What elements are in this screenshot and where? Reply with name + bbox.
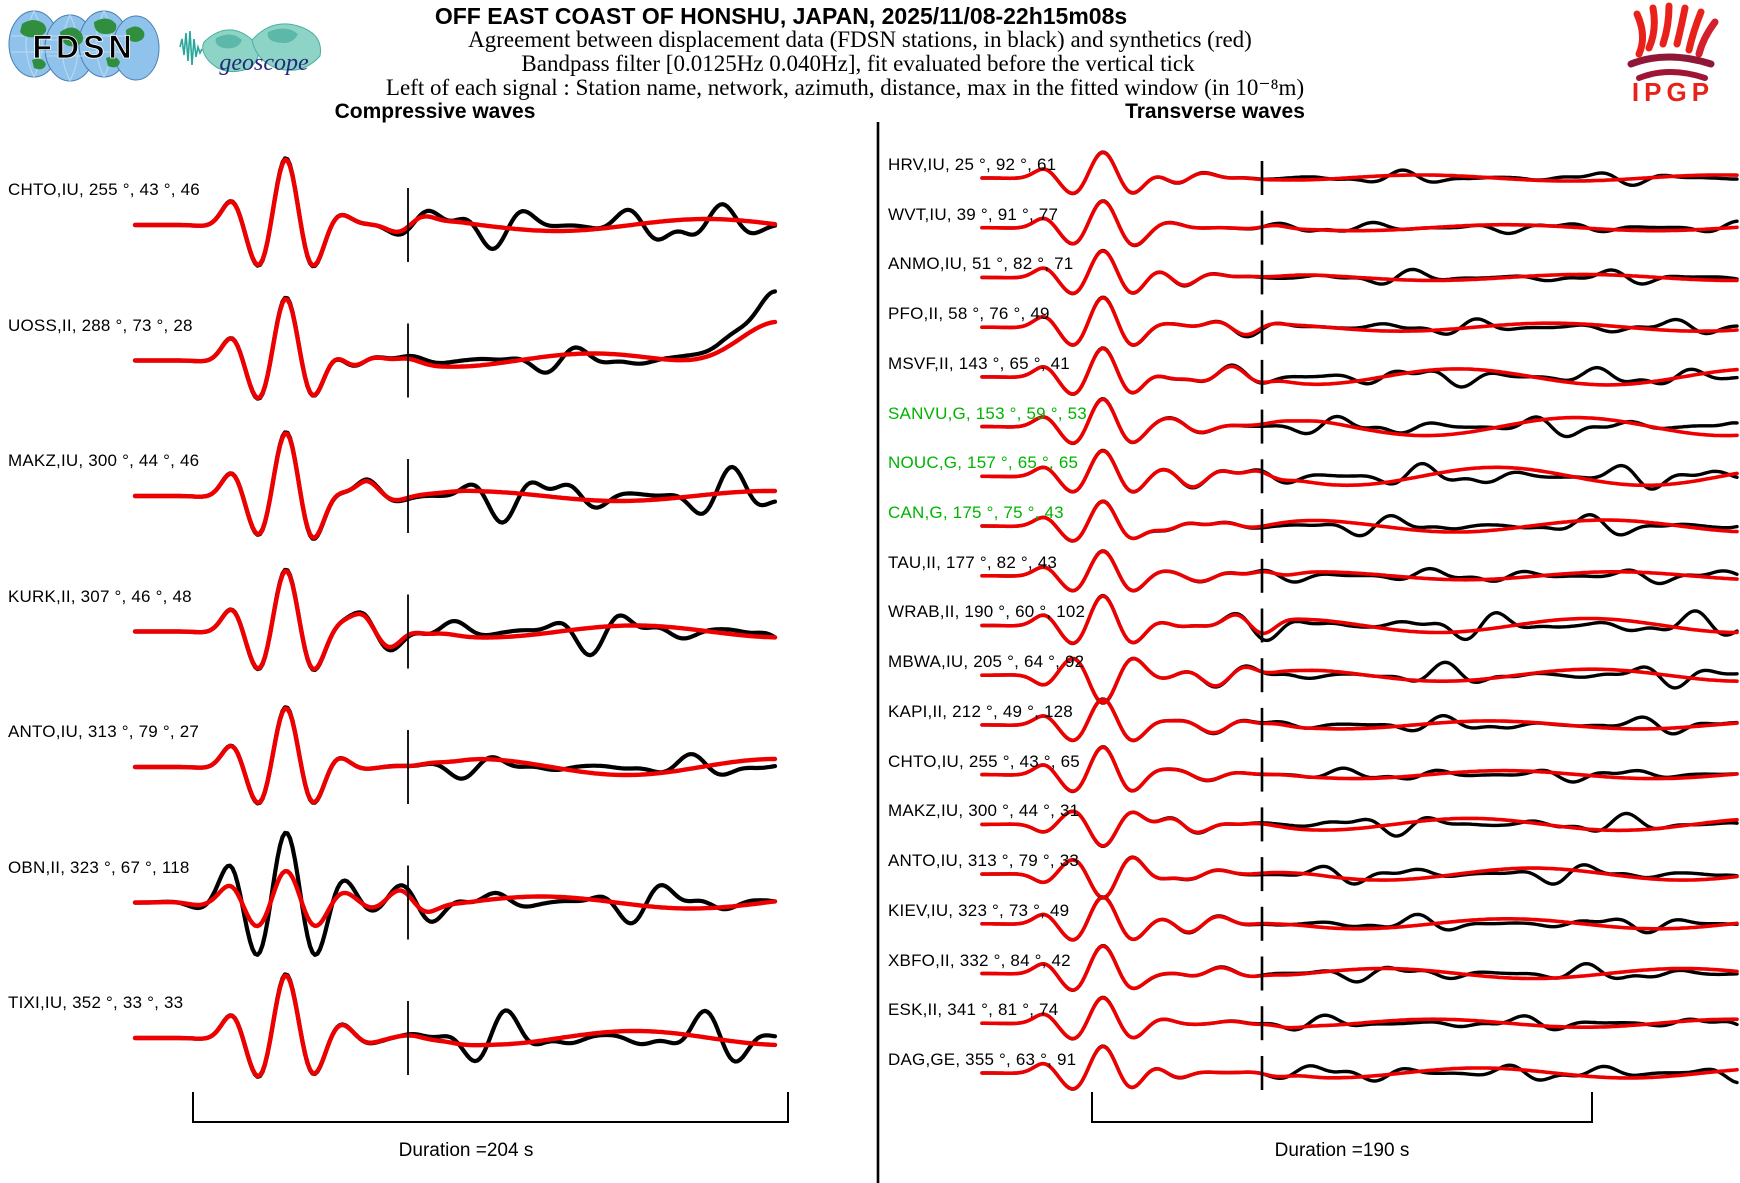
- column-heading-compressive: Compressive waves: [334, 100, 536, 123]
- waveform-synthetic-red: [132, 706, 778, 805]
- station-label: MAKZ,IU, 300 °, 44 °, 46: [8, 451, 200, 470]
- waveform-synthetic-red: [980, 656, 1739, 705]
- waveform-synthetic-red: [980, 594, 1739, 645]
- waveform-synthetic-red: [132, 869, 778, 929]
- station-label: ESK,II, 341 °, 81 °, 74: [888, 1000, 1059, 1020]
- station-label: KAPI,II, 212 °, 49 °, 128: [888, 701, 1073, 721]
- waveform-synthetic-red: [980, 944, 1739, 992]
- ipgp-logo: IPGP: [1627, 2, 1719, 104]
- waveform-synthetic-red: [980, 499, 1739, 543]
- waveform-synthetic-red: [132, 568, 778, 672]
- station-label: XBFO,II, 332 °, 84 °, 42: [888, 950, 1071, 970]
- waveform-synthetic-red: [980, 296, 1739, 347]
- waveform-synthetic-red: [132, 973, 778, 1079]
- station-label: KIEV,IU, 323 °, 73 °, 49: [888, 900, 1070, 920]
- waveform-synthetic-red: [980, 855, 1739, 900]
- station-label: ANTO,IU, 313 °, 79 °, 33: [888, 851, 1080, 871]
- station-label: ANMO,IU, 51 °, 82 °, 71: [888, 254, 1074, 274]
- figure-subtitle-agreement: Agreement between displacement data (FDS…: [468, 27, 1252, 52]
- station-label: SANVU,G, 153 °, 59 °, 53: [888, 403, 1087, 423]
- fdsn-logo: FDSN: [8, 10, 160, 82]
- waveform-synthetic-red: [980, 1044, 1739, 1091]
- duration-bracket-right: [1091, 1092, 1593, 1123]
- station-label: CAN,G, 175 °, 75 °, 43: [888, 503, 1064, 523]
- waveform-synthetic-red: [980, 449, 1739, 494]
- waveform-data-black: [132, 430, 778, 541]
- station-label: UOSS,II, 288 °, 73 °, 28: [8, 315, 193, 335]
- station-label: CHTO,IU, 255 °, 43 °, 65: [888, 751, 1080, 771]
- waveform-synthetic-red: [980, 249, 1739, 296]
- waveform-data-black: [132, 830, 778, 958]
- figure-title: OFF EAST COAST OF HONSHU, JAPAN, 2025/11…: [434, 3, 1128, 29]
- station-label: MSVF,II, 143 °, 65 °, 41: [888, 353, 1070, 373]
- station-label: WRAB,II, 190 °, 60 °, 102: [888, 602, 1086, 622]
- station-label: ANTO,IU, 313 °, 79 °, 27: [8, 722, 200, 741]
- waveform-synthetic-red: [132, 431, 778, 540]
- duration-label-left: Duration =204 s: [398, 1140, 534, 1161]
- station-label: DAG,GE, 355 °, 63 °, 91: [888, 1049, 1077, 1069]
- fdsn-logo-text: FDSN: [32, 29, 135, 65]
- waveform-synthetic-red: [980, 346, 1739, 396]
- station-label: MBWA,IU, 205 °, 64 °, 92: [888, 652, 1085, 672]
- station-label: PFO,II, 58 °, 76 °, 49: [888, 304, 1050, 324]
- duration-bracket-left: [192, 1092, 789, 1123]
- trace-group: [132, 150, 1739, 1091]
- geoscope-logo-text: geoscope: [219, 50, 309, 76]
- waveform-synthetic-red: [980, 996, 1739, 1041]
- station-label: TAU,II, 177 °, 82 °, 43: [888, 552, 1058, 572]
- geoscope-logo: geoscope: [179, 23, 322, 76]
- duration-label-right: Duration =190 s: [1274, 1140, 1410, 1161]
- station-label: TIXI,IU, 352 °, 33 °, 33: [8, 993, 184, 1012]
- waveform-synthetic-red: [980, 809, 1739, 848]
- waveform-synthetic-red: [132, 157, 778, 268]
- waveform-synthetic-red: [980, 199, 1739, 247]
- waveform-data-black: [132, 972, 778, 1079]
- waveform-synthetic-red: [980, 895, 1739, 942]
- station-label: HRV,IU, 25 °, 92 °, 61: [888, 155, 1057, 174]
- station-label: MAKZ,IU, 300 °, 44 °, 31: [888, 801, 1080, 821]
- station-label: NOUC,G, 157 °, 65 °, 65: [888, 453, 1079, 473]
- figure-subtitle-legend: Left of each signal : Station name, netw…: [385, 75, 1305, 100]
- waveform-data-black: [132, 289, 778, 401]
- station-label: WVT,IU, 39 °, 91 °, 77: [888, 204, 1059, 224]
- waveform-synthetic-red: [132, 296, 778, 401]
- waveform-data-black: [132, 567, 778, 673]
- waveform-data-black: [132, 156, 778, 269]
- waveform-synthetic-red: [980, 697, 1739, 743]
- ipgp-logo-text: IPGP: [1632, 77, 1714, 104]
- waveform-synthetic-red: [980, 549, 1739, 593]
- station-label: KURK,II, 307 °, 46 °, 48: [8, 586, 192, 606]
- figure-subtitle-bandpass: Bandpass filter [0.0125Hz 0.040Hz], fit …: [521, 51, 1195, 76]
- waveform-data-black: [132, 705, 778, 806]
- waveform-synthetic-red: [980, 745, 1739, 793]
- waveform-synthetic-red: [980, 397, 1739, 445]
- column-heading-transverse: Transverse waves: [1125, 100, 1305, 123]
- waveform-synthetic-red: [980, 150, 1739, 196]
- station-label: CHTO,IU, 255 °, 43 °, 46: [8, 180, 200, 199]
- station-label: OBN,II, 323 °, 67 °, 118: [8, 857, 190, 877]
